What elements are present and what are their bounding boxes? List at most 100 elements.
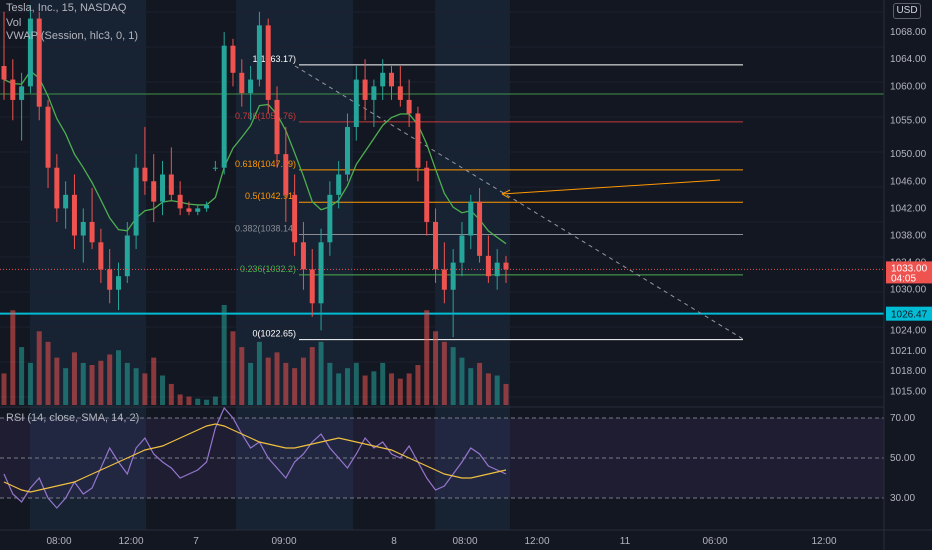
candle-body: [424, 167, 430, 222]
fib-label: 0.786(1054.76): [235, 111, 296, 121]
annotation-arrow: [501, 179, 721, 195]
fib-label: 1(1063.17): [252, 54, 296, 64]
candle-body: [204, 205, 210, 209]
countdown-label: 04:05: [891, 273, 916, 284]
candle-body: [239, 72, 245, 94]
vwap-legend[interactable]: VWAP (Session, hlc3, 0, 1): [6, 30, 139, 42]
candle-body: [142, 167, 148, 182]
candle-body: [71, 194, 77, 236]
volume-bar: [186, 396, 192, 405]
rsi-legend[interactable]: RSI (14, close, SMA, 14, 2): [6, 412, 140, 424]
candle-body: [133, 167, 139, 236]
volume-bar: [168, 383, 174, 405]
candle-body: [494, 262, 500, 277]
volume-bar: [485, 373, 491, 405]
fib-label: 0.236(1032.2): [240, 264, 296, 274]
rsi-tick-label: 30.00: [890, 493, 915, 504]
arrow-head: [501, 189, 511, 199]
volume-bar: [142, 373, 148, 405]
volume-bar: [115, 350, 121, 405]
time-tick-label: 08:00: [452, 536, 477, 547]
volume-bar: [450, 347, 456, 405]
time-tick-label: 12:00: [811, 536, 836, 547]
volume-bar: [10, 310, 16, 405]
volume-bar: [160, 375, 166, 405]
volume-bar: [230, 331, 236, 405]
candle-body: [292, 194, 298, 243]
candle-body: [459, 235, 465, 263]
candle-body: [441, 269, 447, 290]
volume-bar: [468, 368, 474, 405]
volume-bar: [415, 365, 421, 405]
fib-label: 0(1022.65): [252, 329, 296, 339]
time-tick-label: 06:00: [702, 536, 727, 547]
volume-bar: [318, 341, 324, 405]
volume-bar: [371, 371, 377, 405]
volume-bar: [212, 396, 218, 405]
price-tick-label: 1021.00: [890, 346, 927, 357]
volume-bar: [248, 362, 254, 405]
volume-legend[interactable]: Vol: [6, 17, 22, 29]
candle-body: [19, 86, 25, 100]
candle-body: [468, 201, 474, 236]
time-tick-label: 11: [620, 536, 631, 547]
price-tick-label: 1038.00: [890, 231, 927, 242]
volume-bar: [80, 362, 86, 405]
candle-body: [371, 86, 377, 100]
symbol-legend[interactable]: Tesla, Inc., 15, NASDAQ: [6, 2, 127, 14]
candle-body: [115, 276, 121, 290]
volume-bar: [336, 373, 342, 405]
volume-bar: [256, 341, 262, 405]
volume-bar: [406, 373, 412, 405]
support-label: 1026.47: [891, 310, 928, 321]
candle-body: [27, 18, 33, 87]
last-price-label: 1033.00: [891, 263, 928, 274]
candle-body: [300, 242, 306, 270]
time-tick-label: 8: [391, 536, 397, 547]
candle-body: [160, 174, 166, 202]
volume-bar: [309, 347, 315, 405]
price-tick-label: 1018.00: [890, 366, 927, 377]
candle-body: [10, 79, 16, 100]
candle-body: [353, 79, 359, 128]
candle-body: [283, 154, 289, 195]
volume-bar: [283, 362, 289, 405]
price-tick-label: 1046.00: [890, 176, 927, 187]
candle-body: [433, 221, 439, 270]
time-tick-label: 7: [193, 536, 199, 547]
candle-body: [265, 25, 271, 100]
rsi-ma-line: [3, 423, 507, 493]
candle-body: [186, 208, 192, 212]
volume-bar: [1, 373, 7, 405]
time-tick-label: 08:00: [46, 536, 71, 547]
candle-body: [230, 45, 236, 73]
volume-bar: [177, 394, 183, 405]
time-tick-label: 09:00: [271, 536, 296, 547]
candle-body: [380, 72, 386, 87]
candle-body: [212, 167, 218, 169]
price-tick-label: 1030.00: [890, 285, 927, 296]
volume-bar: [71, 352, 77, 405]
candle-body: [36, 18, 42, 107]
candle-body: [98, 242, 104, 270]
candle-body: [397, 86, 403, 100]
volume-bar: [151, 357, 157, 405]
candle-body: [415, 113, 421, 168]
price-tick-label: 1015.00: [890, 386, 927, 397]
rsi-tick-label: 50.00: [890, 453, 915, 464]
candle-body: [309, 269, 315, 304]
currency-button[interactable]: USD: [893, 3, 921, 19]
candle-body: [389, 72, 395, 87]
volume-bar: [292, 368, 298, 405]
fib-label: 0.5(1042.91): [245, 191, 296, 201]
price-tick-label: 1024.00: [890, 325, 927, 336]
volume-bar: [397, 378, 403, 405]
candle-body: [327, 194, 333, 243]
candle-body: [344, 127, 350, 175]
time-tick-label: 12:00: [118, 536, 143, 547]
candle-body: [195, 208, 201, 212]
candle-body: [45, 106, 51, 168]
candle-body: [274, 99, 280, 155]
candle-body: [63, 194, 69, 209]
